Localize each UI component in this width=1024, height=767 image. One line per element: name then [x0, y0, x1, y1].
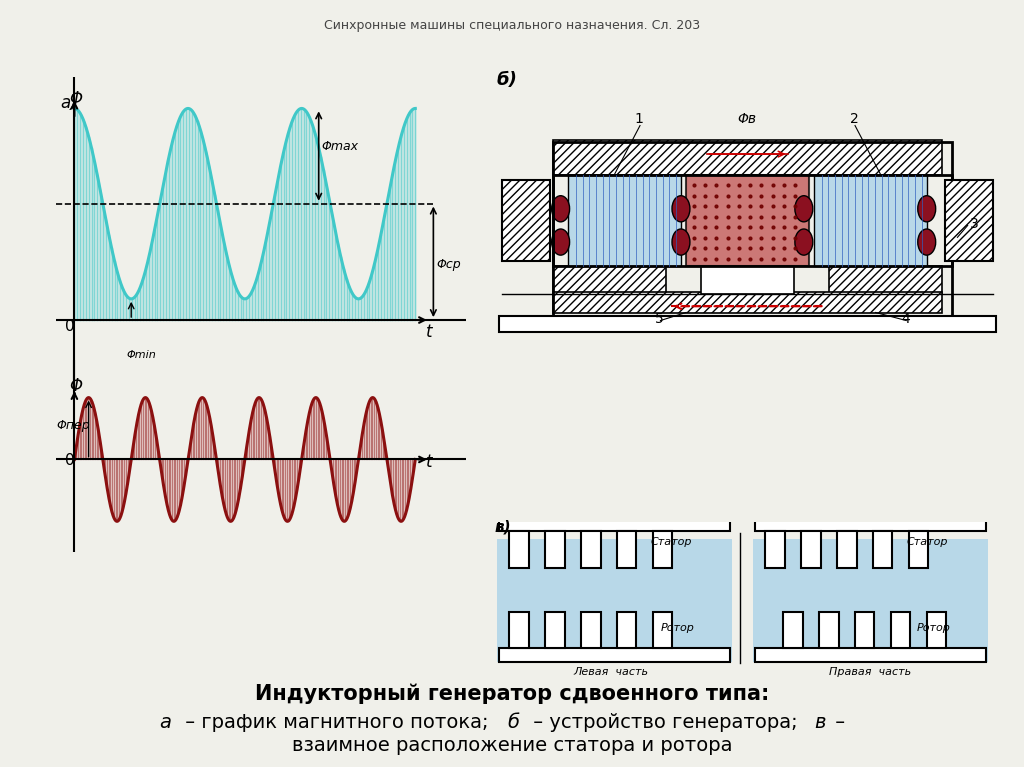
Text: –: –: [829, 713, 846, 732]
Bar: [510, 531, 528, 568]
Bar: [701, 266, 794, 295]
Text: t: t: [426, 453, 432, 471]
Bar: [783, 612, 803, 648]
Text: а: а: [159, 713, 171, 732]
Text: Φпер: Φпер: [56, 419, 90, 432]
Bar: [502, 180, 551, 261]
Text: б): б): [497, 71, 517, 89]
Text: Ротор: Ротор: [660, 623, 694, 633]
Text: a): a): [60, 94, 77, 113]
Text: в): в): [494, 519, 511, 534]
Bar: [927, 612, 946, 648]
Ellipse shape: [918, 196, 936, 222]
Text: 2: 2: [850, 112, 859, 127]
Bar: [510, 612, 528, 648]
Bar: [553, 292, 942, 314]
Ellipse shape: [795, 196, 813, 222]
Text: Φ: Φ: [69, 377, 82, 396]
Text: – устройство генератора;: – устройство генератора;: [527, 713, 804, 732]
Bar: [814, 176, 927, 266]
Bar: [653, 612, 672, 648]
Text: Статор: Статор: [906, 537, 948, 547]
Ellipse shape: [552, 196, 569, 222]
Bar: [801, 531, 821, 568]
Bar: [829, 266, 942, 295]
Text: – график магнитного потока;: – график магнитного потока;: [179, 713, 495, 732]
Bar: [582, 531, 600, 568]
Text: 5: 5: [655, 312, 665, 326]
Text: Φmin: Φmin: [127, 350, 157, 360]
Ellipse shape: [672, 196, 690, 222]
Text: в: в: [814, 713, 825, 732]
Text: Индукторный генератор сдвоенного типа:: Индукторный генератор сдвоенного типа:: [255, 684, 769, 704]
Bar: [653, 531, 672, 568]
Text: Синхронные машины специального назначения. Сл. 203: Синхронные машины специального назначени…: [324, 19, 700, 32]
Ellipse shape: [795, 229, 813, 255]
Bar: [500, 518, 729, 531]
Bar: [616, 612, 637, 648]
Bar: [909, 531, 928, 568]
Bar: [582, 612, 600, 648]
Bar: [756, 648, 985, 661]
Bar: [872, 531, 893, 568]
Text: 0: 0: [66, 318, 75, 334]
Text: Статор: Статор: [650, 537, 692, 547]
Bar: [838, 531, 856, 568]
Bar: [944, 180, 993, 261]
Text: Левая  часть: Левая часть: [573, 667, 648, 677]
Bar: [568, 176, 681, 266]
Bar: [500, 648, 729, 661]
Text: Φcp: Φcp: [436, 258, 461, 272]
Bar: [891, 612, 910, 648]
Text: t: t: [426, 323, 432, 341]
Ellipse shape: [918, 229, 936, 255]
Text: Φmax: Φmax: [322, 140, 358, 153]
Text: Ротор: Ротор: [916, 623, 950, 633]
Text: 3: 3: [971, 217, 979, 231]
Bar: [553, 140, 942, 176]
Text: 4: 4: [901, 312, 910, 326]
Bar: [502, 180, 551, 261]
Bar: [616, 531, 637, 568]
Bar: [766, 531, 785, 568]
Ellipse shape: [552, 229, 569, 255]
Bar: [944, 180, 993, 261]
Bar: [553, 176, 952, 266]
Bar: [545, 531, 565, 568]
Text: Правая  часть: Правая часть: [829, 667, 911, 677]
Text: 0: 0: [66, 453, 75, 469]
Text: Φ: Φ: [69, 91, 82, 108]
Bar: [553, 142, 952, 316]
Bar: [753, 538, 988, 661]
Bar: [686, 176, 809, 266]
Bar: [497, 538, 732, 661]
Text: б: б: [507, 713, 519, 732]
Bar: [553, 266, 666, 295]
Ellipse shape: [672, 229, 690, 255]
Bar: [500, 316, 995, 332]
Text: 1: 1: [635, 112, 644, 127]
Bar: [819, 612, 839, 648]
Text: взаимное расположение статора и ротора: взаимное расположение статора и ротора: [292, 736, 732, 755]
Bar: [756, 518, 985, 531]
Bar: [545, 612, 565, 648]
Text: Φв: Φв: [737, 112, 757, 127]
Bar: [855, 612, 874, 648]
